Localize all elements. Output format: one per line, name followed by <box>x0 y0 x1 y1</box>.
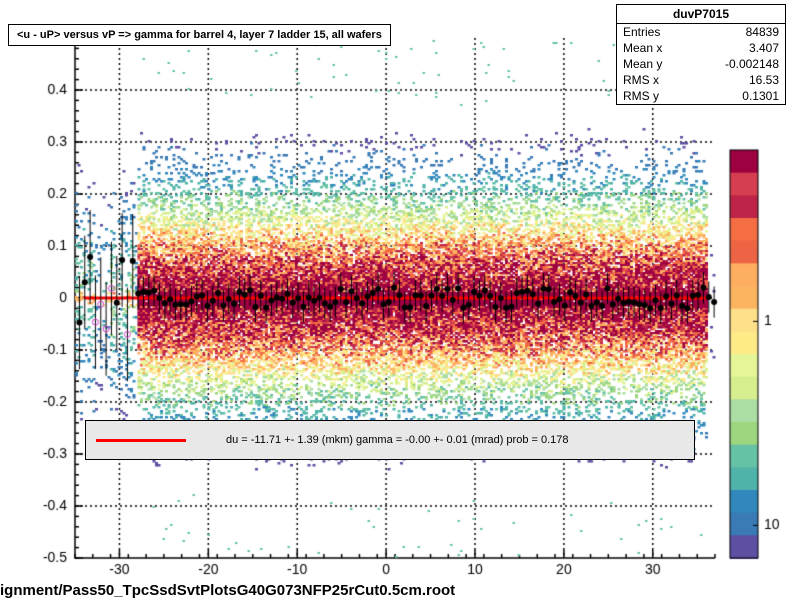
stats-value: 0.1301 <box>742 89 779 103</box>
stats-box: duvP7015 Entries 84839 Mean x 3.407 Mean y -0… <box>616 4 786 105</box>
stats-row: Entries 84839 <box>617 24 785 40</box>
fit-result-box: du = -11.71 +- 1.39 (mkm) gamma = -0.00 … <box>85 420 695 460</box>
stats-histogram-name: duvP7015 <box>617 5 785 24</box>
stats-label: Mean x <box>623 41 662 55</box>
stats-label: RMS x <box>623 73 659 87</box>
plot-title-text: <u - uP> versus vP => gamma for barrel 4… <box>17 29 382 41</box>
stats-row: RMS y 0.1301 <box>617 88 785 104</box>
stats-value: 3.407 <box>749 41 779 55</box>
file-path-footer: ignment/Pass50_TpcSsdSvtPlotsG40G073NFP2… <box>0 582 455 599</box>
stats-row: Mean x 3.407 <box>617 40 785 56</box>
plot-title-box: <u - uP> versus vP => gamma for barrel 4… <box>8 24 391 46</box>
stats-value: 84839 <box>746 25 779 39</box>
stats-value: -0.002148 <box>725 57 779 71</box>
stats-label: RMS y <box>623 89 659 103</box>
stats-row: Mean y -0.002148 <box>617 56 785 72</box>
stats-value: 16.53 <box>749 73 779 87</box>
stats-row: RMS x 16.53 <box>617 72 785 88</box>
stats-label: Entries <box>623 25 660 39</box>
fit-result-text: du = -11.71 +- 1.39 (mkm) gamma = -0.00 … <box>226 434 569 446</box>
stats-label: Mean y <box>623 57 662 71</box>
fit-line-legend-sample <box>96 439 186 442</box>
